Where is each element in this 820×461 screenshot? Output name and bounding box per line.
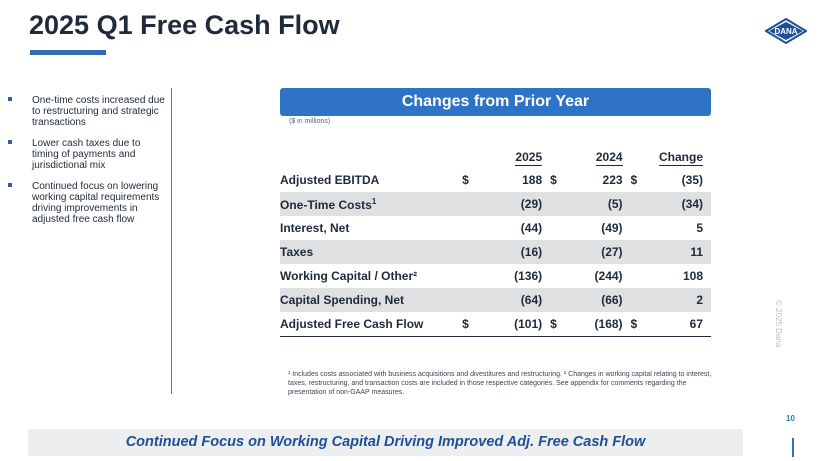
currency-symbol: $ — [462, 173, 469, 187]
row-label: Adjusted EBITDA — [280, 164, 462, 192]
currency-symbol — [462, 288, 477, 312]
currency-symbol: $ — [550, 312, 565, 337]
currency-symbol — [550, 288, 565, 312]
row-label-text: Interest, Net — [280, 221, 350, 235]
row-label: One-Time Costs1 — [280, 192, 463, 216]
footnote-marker: 1 — [371, 196, 377, 206]
value-change: (34) — [644, 192, 703, 216]
row-label: Adjusted Free Cash Flow — [280, 312, 463, 337]
footnote: ¹ Includes costs associated with busines… — [288, 371, 712, 396]
section-banner: Changes from Prior Year — [280, 88, 711, 116]
row-label: Interest, Net — [280, 216, 462, 240]
key-point: One-time costs increased due to restruct… — [8, 95, 168, 128]
key-point: Continued focus on lowering working capi… — [8, 181, 168, 225]
col-header-2024: 2024 — [595, 150, 623, 166]
col-header-change: Change — [658, 150, 703, 166]
key-points-list: One-time costs increased due to restruct… — [8, 95, 168, 235]
value-change: 2 — [644, 288, 703, 312]
page-number-bar — [792, 438, 794, 457]
row-label: Taxes — [280, 240, 463, 264]
table-row: Capital Spending, Net (64) (66) 2 — [280, 288, 711, 312]
value-2025: (64) — [476, 288, 543, 312]
bullet-icon — [8, 97, 12, 101]
currency-symbol: $ — [630, 312, 645, 337]
value-2025: (101) — [476, 312, 543, 337]
table-row: Interest, Net (44) (49) 5 — [280, 216, 711, 240]
logo-text: DANA — [774, 27, 797, 36]
value-2025: 188 — [522, 173, 543, 187]
row-label-text: One-Time Costs — [280, 197, 372, 212]
value-change: 108 — [682, 269, 703, 283]
table-row: Adjusted Free Cash Flow $ (101) $ (168) $67 — [280, 312, 711, 337]
value-change: 5 — [696, 221, 703, 235]
value-change: 67 — [644, 312, 703, 337]
row-label-text: Capital Spending, Net — [280, 293, 405, 307]
value-2024: (27) — [564, 240, 623, 264]
key-point-text: Lower cash taxes due to timing of paymen… — [32, 138, 141, 171]
currency-symbol: $ — [462, 312, 477, 337]
bullet-icon — [8, 183, 12, 187]
currency-symbol — [462, 264, 476, 288]
value-2024: (168) — [564, 312, 623, 337]
page-number: 10 — [786, 414, 795, 423]
value-change: 11 — [644, 240, 703, 264]
value-2025: (136) — [514, 269, 543, 283]
value-2024: (66) — [564, 288, 623, 312]
row-label-text: Adjusted EBITDA — [280, 173, 380, 187]
row-label: Capital Spending, Net — [280, 288, 463, 312]
vertical-divider — [171, 88, 172, 394]
currency-symbol — [550, 264, 564, 288]
value-2025: (16) — [476, 240, 543, 264]
title-underline — [30, 50, 106, 55]
value-2024: (5) — [564, 192, 623, 216]
currency-symbol — [630, 288, 645, 312]
row-label-text: Working Capital / Other² — [280, 269, 418, 283]
copyright-text: © 2025 Dana — [774, 300, 783, 348]
currency-symbol: $ — [550, 173, 557, 187]
key-point-text: Continued focus on lowering working capi… — [32, 181, 160, 225]
free-cash-flow-table: 2025 2024 Change Adjusted EBITDA $188 $223… — [280, 145, 711, 337]
tagline-band — [28, 429, 743, 456]
currency-symbol — [462, 192, 477, 216]
table-row: Adjusted EBITDA $188 $223 $ (35) — [280, 164, 711, 192]
bullet-icon — [8, 140, 12, 144]
row-label-text: Taxes — [280, 245, 314, 259]
currency-symbol — [631, 216, 645, 240]
value-2025: (44) — [520, 221, 543, 235]
currency-symbol — [630, 192, 645, 216]
table-header-row: 2025 2024 Change — [280, 145, 711, 166]
value-2025: (29) — [476, 192, 543, 216]
dana-logo: DANA — [765, 18, 807, 44]
currency-symbol: $ — [630, 173, 638, 187]
currency-symbol — [631, 264, 645, 288]
currency-symbol — [550, 192, 565, 216]
col-header-2025: 2025 — [515, 150, 543, 166]
currency-symbol — [630, 240, 645, 264]
key-point: Lower cash taxes due to timing of paymen… — [8, 138, 168, 171]
value-change: (35) — [681, 173, 703, 187]
currency-symbol — [550, 240, 565, 264]
row-label-text: Adjusted Free Cash Flow — [280, 317, 424, 331]
currency-symbol — [462, 240, 477, 264]
units-note: ($ in millions) — [289, 118, 331, 125]
value-2024: (244) — [594, 269, 623, 283]
key-point-text: One-time costs increased due to restruct… — [32, 95, 165, 128]
value-2024: 223 — [602, 173, 623, 187]
row-label: Working Capital / Other² — [280, 264, 462, 288]
value-2024: (49) — [601, 221, 623, 235]
table-row: One-Time Costs1 (29) (5) (34) — [280, 192, 711, 216]
currency-symbol — [550, 216, 564, 240]
table-row: Working Capital / Other² (136) (244) 108 — [280, 264, 711, 288]
currency-symbol — [462, 216, 476, 240]
page-title: 2025 Q1 Free Cash Flow — [29, 10, 340, 40]
tagline: Continued Focus on Working Capital Drivi… — [125, 434, 646, 450]
table-row: Taxes (16) (27) 11 — [280, 240, 711, 264]
